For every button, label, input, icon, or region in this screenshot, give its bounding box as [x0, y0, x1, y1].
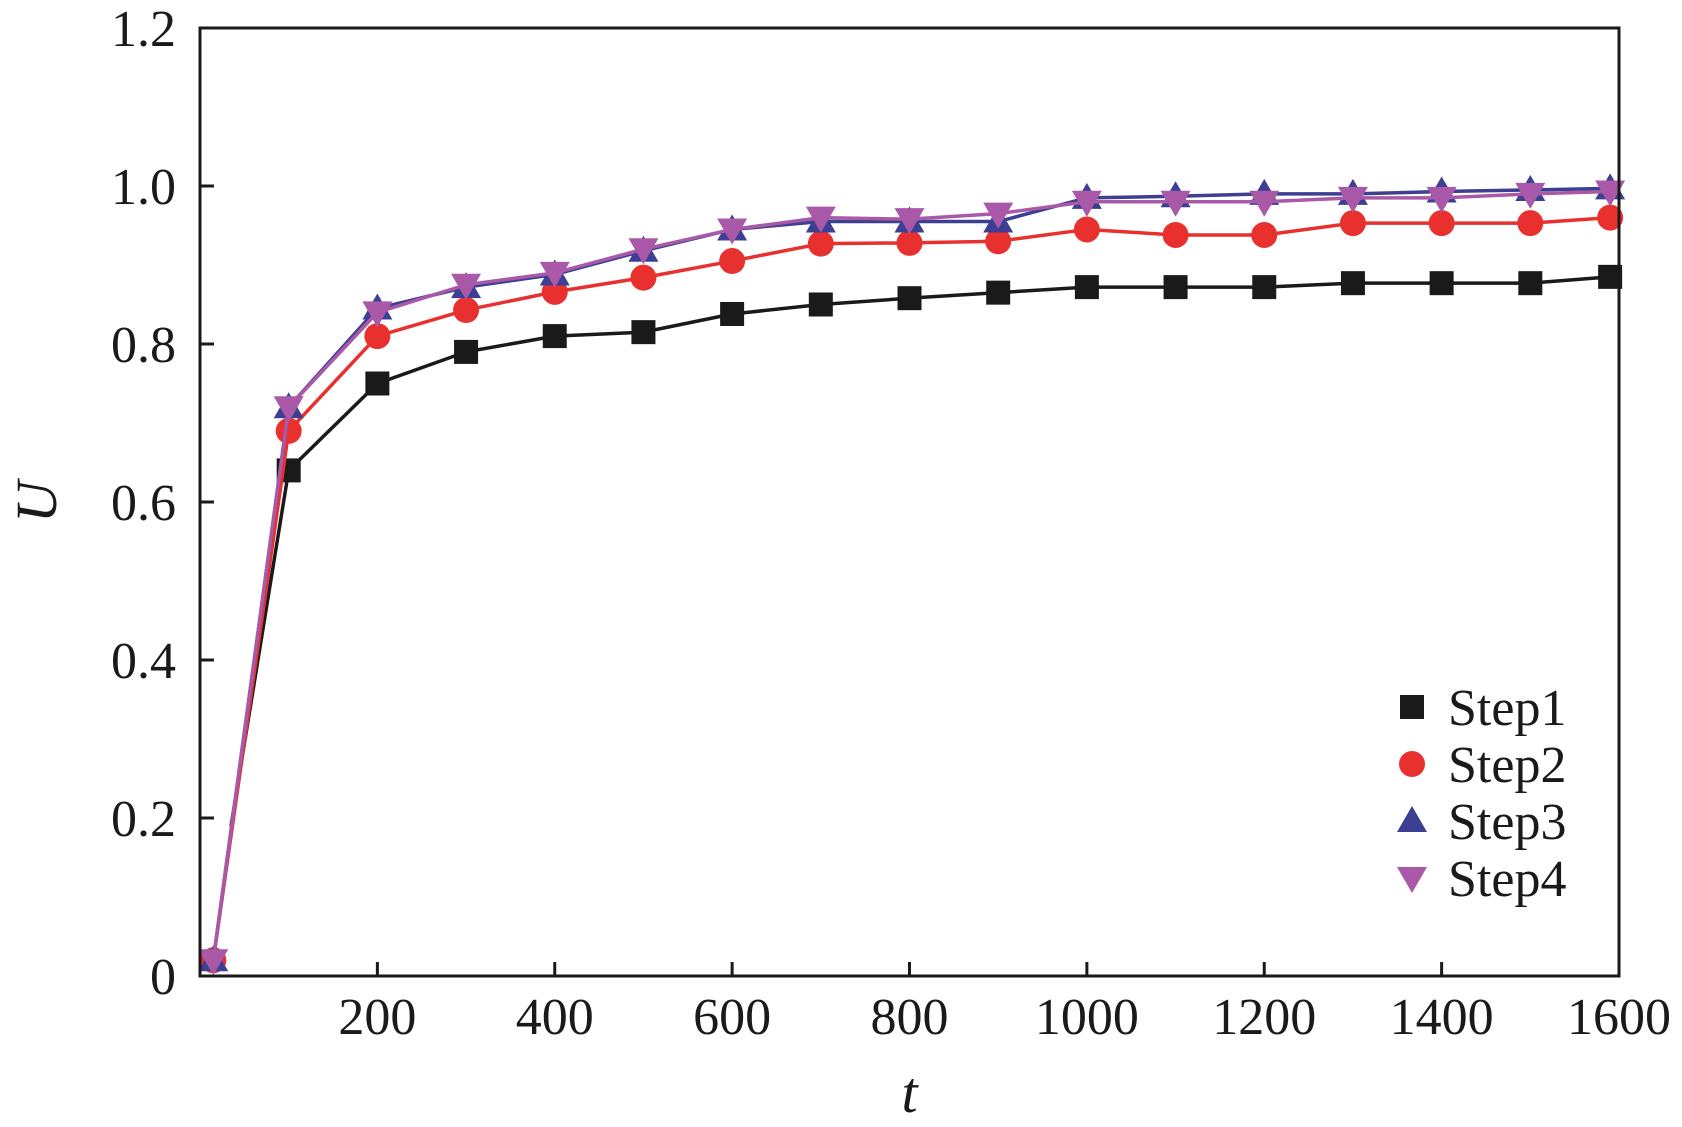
step2-point [985, 228, 1012, 255]
series-step1 [229, 264, 1623, 827]
step1-point [631, 320, 656, 345]
x-tick-label: 1600 [1567, 989, 1671, 1046]
step4-point [451, 273, 482, 300]
step4-point [198, 949, 229, 976]
step4-point [273, 396, 304, 423]
step1-point [897, 286, 922, 311]
step4-point [1071, 190, 1102, 217]
x-tick-label: 200 [338, 989, 416, 1046]
step2-point [1251, 221, 1278, 248]
x-tick-label: 1000 [1035, 989, 1139, 1046]
step2-line [211, 215, 1611, 961]
step4-point [539, 261, 570, 288]
step4-point [717, 218, 748, 245]
x-tick-label: 400 [516, 989, 594, 1046]
y-axis-title: U [4, 477, 69, 523]
y-tick-label: 0.2 [111, 791, 176, 848]
x-tick-label: 600 [693, 989, 771, 1046]
step2-point [1073, 216, 1100, 243]
step2-point [453, 297, 480, 324]
step1-point [1163, 275, 1188, 300]
step4-point [1160, 190, 1191, 217]
y-tick-label: 1.2 [111, 1, 176, 58]
step1-point [365, 371, 390, 396]
y-tick-label: 0.6 [111, 475, 176, 532]
legend-marker-step2 [1399, 751, 1425, 777]
step4-point [894, 208, 925, 235]
plot-frame [198, 26, 1621, 978]
step2-point [1162, 221, 1189, 248]
step4-point [1249, 190, 1280, 217]
legend-label-step3: Step3 [1448, 794, 1566, 851]
y-tick-label: 0.8 [111, 317, 176, 374]
step1-point [542, 324, 567, 349]
legend-label-step2: Step2 [1448, 737, 1566, 794]
step4-point [805, 206, 836, 233]
step1-point [1340, 271, 1365, 296]
x-axis-title: t [901, 1060, 919, 1125]
step4-point [362, 301, 393, 328]
series-layer [198, 173, 1626, 976]
x-tick-label: 1400 [1390, 989, 1494, 1046]
y-tick-label: 1.0 [111, 159, 176, 216]
step1-point [986, 280, 1011, 305]
step2-point [1428, 210, 1455, 237]
step2-point [896, 229, 923, 256]
step4-point [1426, 186, 1457, 213]
y-tick-label: 0.4 [111, 633, 176, 690]
step2-point [1339, 210, 1366, 237]
step1-point [720, 301, 745, 326]
legend-label-step1: Step1 [1448, 680, 1566, 737]
step4-point [1515, 182, 1546, 209]
step1-point [808, 292, 833, 317]
series-step2 [200, 204, 1624, 974]
legend-marker-step3 [1397, 806, 1427, 832]
x-tick-label: 1200 [1212, 989, 1316, 1046]
legend-label-step4: Step4 [1448, 851, 1566, 908]
step2-point [807, 230, 834, 257]
step1-point [1429, 271, 1454, 296]
step2-point [1597, 204, 1624, 231]
step1-point [1252, 275, 1277, 300]
step1-point [454, 339, 479, 364]
step4-point [1337, 186, 1368, 213]
step2-point [364, 323, 391, 350]
step1-point [1518, 271, 1543, 296]
step2-point [275, 417, 302, 444]
step1-line [229, 275, 1611, 827]
step4-point [983, 202, 1014, 229]
step2-point [630, 264, 657, 291]
step2-point [1517, 210, 1544, 237]
legend-marker-step4 [1397, 867, 1427, 893]
ticks-layer: 200 400 600 800 1000 1200 1400 1600 0 0.2 0.4 0.6 0.… [111, 1, 1671, 1046]
series-step4 [198, 180, 1626, 976]
x-tick-label: 800 [871, 989, 949, 1046]
step1-point [1074, 275, 1099, 300]
step2-point [719, 248, 746, 275]
legend-marker-step1 [1400, 695, 1424, 719]
step4-point [628, 238, 659, 265]
y-tick-label: 0 [150, 949, 176, 1006]
